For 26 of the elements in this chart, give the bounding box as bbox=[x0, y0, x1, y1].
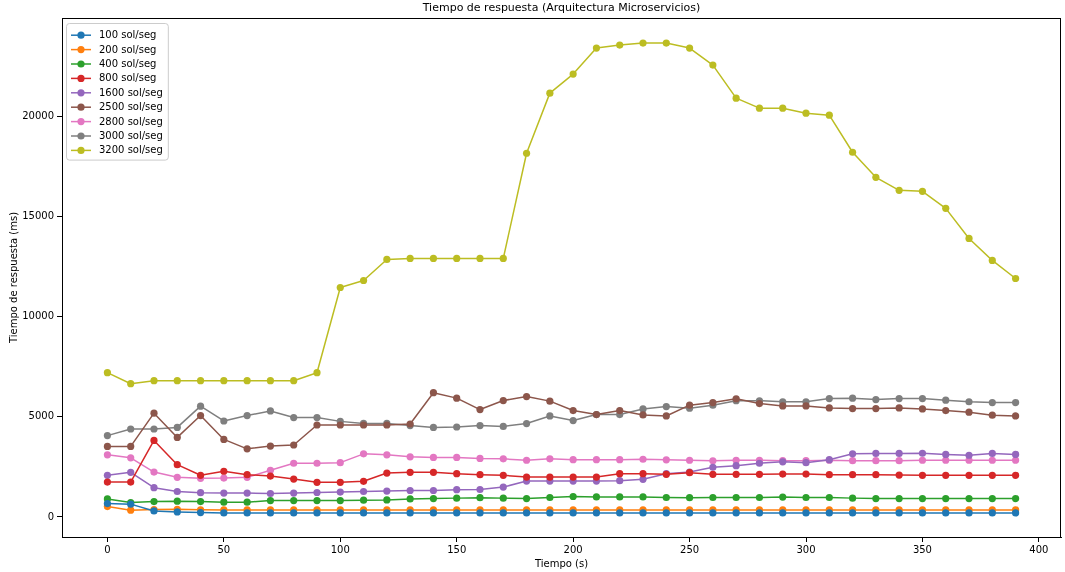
x-axis-title: Tiempo (s) bbox=[533, 557, 589, 569]
x-tick-label: 400 bbox=[1029, 543, 1049, 555]
legend-label: 3200 sol/seg bbox=[99, 144, 163, 156]
legend-label: 1600 sol/seg bbox=[99, 86, 163, 98]
y-tick-label: 10000 bbox=[22, 310, 54, 322]
x-tick-label: 350 bbox=[912, 543, 932, 555]
legend-label: 200 sol/seg bbox=[99, 43, 157, 55]
y-tick-label: 5000 bbox=[28, 410, 54, 422]
y-tick-label: 15000 bbox=[22, 209, 54, 221]
legend-label: 100 sol/seg bbox=[99, 29, 157, 41]
x-tick-label: 200 bbox=[563, 543, 583, 555]
x-tick-label: 250 bbox=[680, 543, 700, 555]
x-tick-label: 50 bbox=[217, 543, 231, 555]
legend-label: 2800 sol/seg bbox=[99, 115, 163, 127]
chart-title: Tiempo de respuesta (Arquitectura Microservicios) bbox=[421, 1, 701, 15]
legend-label: 800 sol/seg bbox=[99, 72, 157, 84]
x-tick-label: 100 bbox=[330, 543, 350, 555]
y-tick-label: 20000 bbox=[22, 109, 54, 121]
legend-label: 400 sol/seg bbox=[99, 58, 157, 70]
y-tick-label: 0 bbox=[47, 510, 54, 522]
x-tick-label: 150 bbox=[447, 543, 467, 555]
legend-label: 3000 sol/seg bbox=[99, 130, 163, 142]
legend-label: 2500 sol/seg bbox=[99, 101, 163, 113]
x-tick-label: 300 bbox=[796, 543, 816, 555]
y-axis-title: Tiempo de respuesta (ms) bbox=[7, 211, 19, 345]
x-tick-label: 0 bbox=[104, 543, 111, 555]
